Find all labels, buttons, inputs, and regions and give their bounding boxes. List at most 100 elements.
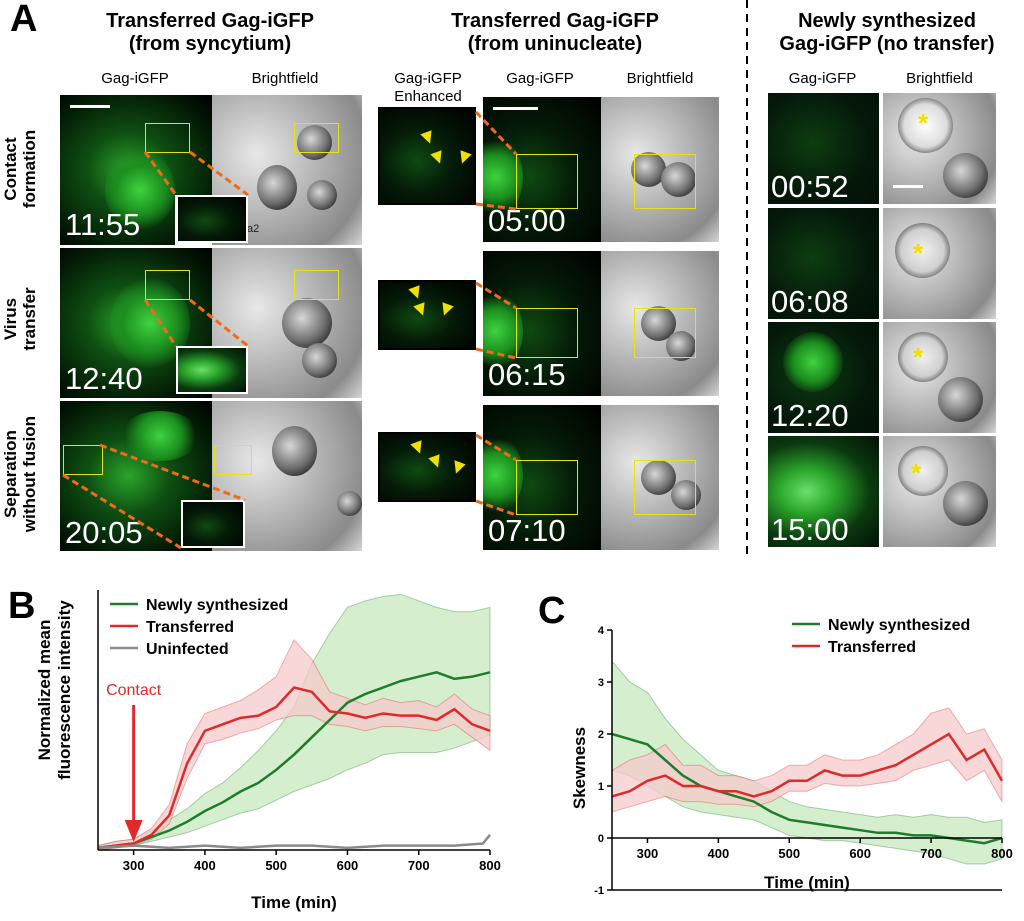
x-tick-label: 400 [194,858,216,873]
g1-r2-zoom-inset [176,346,248,394]
contact-arrow-head [124,820,143,842]
scale-bar [70,105,110,108]
g3-r2-gag-image: 06:08 [768,208,879,319]
x-tick-label: 600 [337,858,359,873]
zoom-line [189,150,249,197]
group1-col-gag: Gag-iGFP [101,70,169,87]
zoom-line [475,433,517,462]
timestamp: 12:20 [771,398,849,433]
timestamp: 00:52 [771,169,849,204]
zoom-line [62,473,182,550]
vertical-divider [746,0,748,555]
zoom-lines-g2 [474,110,518,517]
zoom-line [474,110,518,156]
bf-cell [661,162,696,197]
series-band-1 [611,707,1003,813]
x-axis-label: Time (min) [251,893,337,912]
scale-bar [493,107,538,110]
bf-cell [631,152,666,187]
group1-title: Transferred Gag-iGFP (from syncytium) [60,10,360,56]
bf-cell [257,165,297,210]
zoom-line [99,443,246,502]
roi-box [516,154,578,209]
bf-cell [282,298,332,348]
g1-r1-gag-image: 11:55 [60,95,212,245]
bf-cell [337,491,362,516]
timestamp: 07:10 [488,513,566,548]
series-line-0 [611,732,1003,845]
group3-title-line1: Newly synthesized [798,10,976,32]
group3-title-line2: Gag-iGFP (no transfer) [779,33,995,55]
legend-label-1: Transferred [828,639,916,656]
scale-bar [893,185,923,188]
legend-label-0: Newly synthesized [828,617,970,634]
group2-title: Transferred Gag-iGFP (from uninucleate) [405,10,705,56]
x-tick-label: 300 [123,858,145,873]
legend-label-2: Uninfected [146,641,229,658]
bf-cell [938,377,983,422]
timestamp: 06:08 [771,284,849,319]
g2-r1-gag-image: 05:00 [483,97,601,242]
timestamp: 15:00 [771,512,849,547]
green-cell [105,150,175,230]
bf-cell [898,98,953,153]
y-tick-label: 1 [598,781,604,793]
g2-r2-gag-image: 06:15 [483,251,601,396]
roi-box [634,460,696,515]
group3-col-bf: Brightfield [906,70,973,87]
bf-cell [641,460,676,495]
series-band-1 [97,638,491,851]
roi-box [294,123,339,153]
g3-r1-gag-image: 00:52 [768,93,879,204]
g3-r1-bf-image: * [883,93,996,204]
zoom-line [143,299,178,347]
group3-col-gag: Gag-iGFP [788,70,857,87]
timestamp: 12:40 [65,361,143,396]
g3-r4-bf-image: * [883,436,996,547]
star-marker: * [913,342,924,372]
panel-letter-c: C [538,590,566,632]
group2-col-gag: Gag-iGFP [506,70,574,87]
legend-label-0: Newly synthesized [146,597,288,614]
zoom-line [189,298,249,348]
bf-cell [898,446,948,496]
group1-title-line1: Transferred Gag-iGFP [106,10,314,32]
g2-r3-bf-image [601,405,719,550]
group2-title-line1: Transferred Gag-iGFP [451,10,659,32]
bf-mark: a2 [247,223,260,235]
x-tick-label: 300 [637,846,659,861]
g2-r2-bf-image [601,251,719,396]
green-cell [783,332,843,392]
x-tick-label: 500 [778,846,800,861]
panel-letter-b: B [8,585,36,627]
zoom-lines-g1 [62,150,249,550]
y-tick-label: 4 [598,625,605,637]
y-tick-label: 3 [598,677,604,689]
roi-box [516,308,578,358]
group2-col-bf: Brightfield [626,70,694,87]
panel-letter-a: A [10,0,38,40]
g1-r3-zoom-inset [181,500,245,548]
y-tick-label: -1 [594,885,604,897]
g2-r3-enhanced-image [378,432,476,502]
bf-cell [895,223,950,278]
g1-r1-zoom-inset [176,195,248,243]
group3-title: Newly synthesized Gag-iGFP (no transfer) [752,10,1022,56]
x-tick-label: 500 [265,858,287,873]
group2-title-line2: (from uninucleate) [467,33,643,55]
zoom-line [475,347,517,360]
g2-r2-enhanced-image [378,280,476,350]
roi-box [63,445,103,475]
group2-col-enh: Gag-iGFP Enhanced [378,70,478,106]
series-line-2 [97,834,491,850]
x-tick-label: 800 [479,858,501,873]
g2-r3-gag-image: 07:10 [483,405,601,550]
x-tick-label: 400 [708,846,730,861]
roi-box [634,308,696,358]
roi-box [214,445,252,475]
x-axis-label: Time (min) [764,873,850,892]
roi-box [516,460,578,515]
bf-cell [272,426,317,476]
zoom-line [475,281,517,310]
x-tick-label: 700 [408,858,430,873]
